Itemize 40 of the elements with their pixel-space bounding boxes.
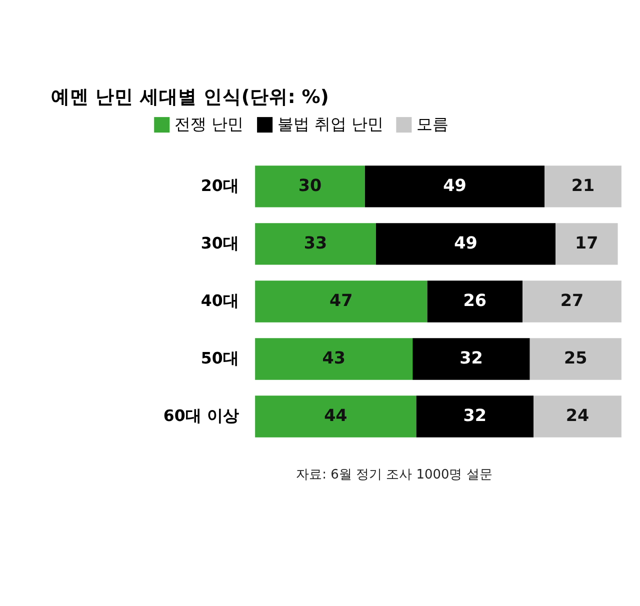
y-tick-label: 20대	[200, 176, 239, 196]
bar	[522, 280, 622, 322]
text: 자료: 6월 정기 조사 1000명 설문	[296, 468, 492, 483]
data-label: 49	[443, 176, 466, 196]
bar	[255, 166, 365, 208]
legend-label: 전쟁 난민	[174, 114, 244, 134]
chart-title: 예멘 난민 세대별 인식(단위: %)	[51, 86, 329, 108]
y-tick-label: 60대 이상	[163, 406, 239, 426]
data-label: 17	[575, 234, 598, 253]
data-label: 24	[566, 406, 590, 426]
bar	[530, 338, 622, 380]
data-label: 32	[463, 406, 487, 426]
bar	[364, 166, 545, 208]
bar	[416, 396, 534, 438]
data-label: 27	[560, 291, 584, 310]
bar	[534, 396, 622, 438]
bar	[255, 338, 413, 380]
bar	[255, 396, 416, 438]
y-tick-label: 40대	[200, 291, 239, 310]
legend-label: 모름	[416, 114, 448, 134]
data-label: 49	[454, 234, 478, 253]
bar	[255, 223, 376, 265]
data-label: 44	[324, 406, 348, 426]
bar	[376, 223, 556, 265]
data-label: 47	[330, 291, 353, 310]
y-tick-label: 30대	[200, 234, 239, 253]
data-label: 26	[463, 291, 487, 310]
y-tick-label: 50대	[200, 348, 239, 368]
bar	[427, 280, 523, 322]
bar	[544, 166, 622, 208]
data-label: 32	[460, 348, 483, 368]
data-label: 30	[298, 176, 322, 196]
legend-label: 불법 취업 난민	[277, 114, 384, 134]
bar	[412, 338, 530, 380]
bar	[255, 280, 428, 322]
data-label: 25	[564, 348, 588, 368]
data-label: 33	[304, 234, 328, 253]
data-label: 43	[322, 348, 346, 368]
data-label: 21	[571, 176, 595, 196]
bar	[556, 223, 618, 265]
